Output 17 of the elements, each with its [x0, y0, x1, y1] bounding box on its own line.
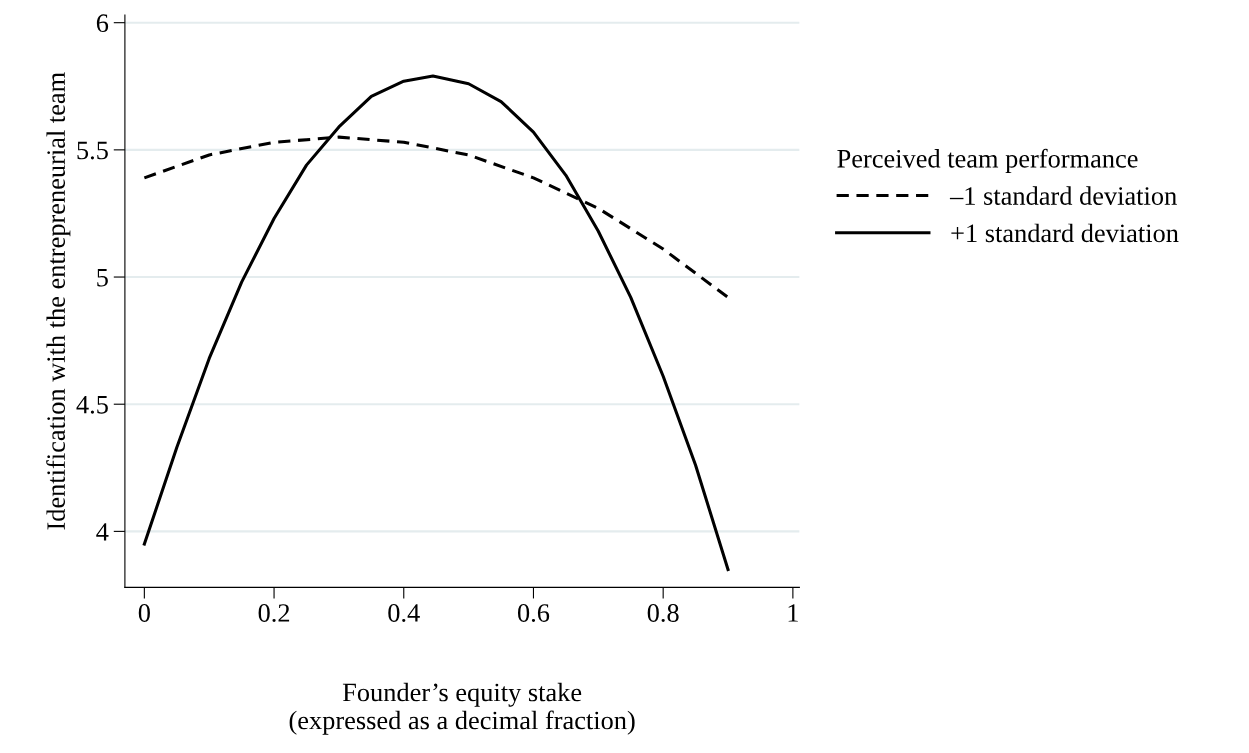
legend-title: Perceived team performance [837, 148, 1138, 173]
y-tick-label: 4.5 [76, 395, 108, 414]
line-series [142, 74, 730, 572]
legend-label: –1 standard deviation [949, 186, 1177, 205]
x-tick-label: 1 [788, 604, 798, 622]
y-tick-label: 5.5 [77, 141, 108, 160]
y-tick-label: 4 [96, 523, 109, 541]
y-tick-label: 6 [96, 14, 109, 33]
x-tick-label: 0.4 [388, 604, 420, 622]
x-tick-label: 0.8 [647, 604, 679, 622]
legend-label: +1 standard deviation [951, 223, 1179, 243]
x-tick-label: 0.2 [258, 604, 290, 622]
x-tick-label: 0.6 [517, 604, 550, 622]
y-axis-title: Identification with the entrepreneurial team [46, 72, 71, 530]
y-tick-label: 5 [97, 268, 108, 287]
x-axis-title: Founder’s equity stake (expressed as a decimal fraction) [289, 682, 635, 735]
x-tick-label: 0 [138, 604, 150, 622]
